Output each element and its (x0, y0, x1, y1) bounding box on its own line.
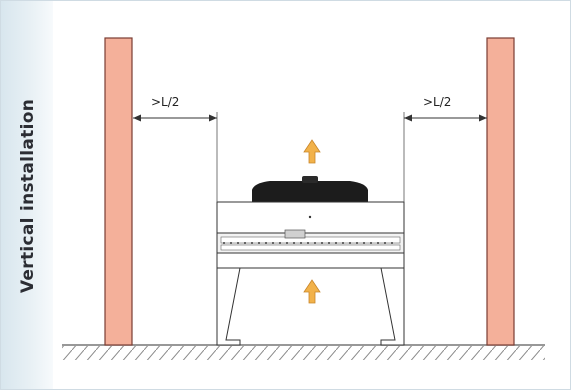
right-clearance-label: >L/2 (423, 95, 451, 109)
condenser-unit (216, 176, 405, 346)
right-clearance-dimension: >L/2 (403, 95, 487, 202)
left-wall (104, 37, 133, 346)
right-leg (380, 267, 405, 346)
fan-hub (302, 176, 318, 183)
side-label-strip: Vertical installation (1, 1, 53, 389)
ground (62, 344, 545, 360)
left-leg (216, 267, 241, 346)
left-clearance-label: >L/2 (151, 95, 179, 109)
airflow-arrow-bottom (303, 279, 321, 304)
airflow-arrow-top (303, 139, 321, 164)
fan-cover (252, 181, 368, 202)
unit-skirt (216, 252, 405, 269)
left-clearance-dimension: >L/2 (133, 95, 218, 202)
right-wall (486, 37, 515, 346)
